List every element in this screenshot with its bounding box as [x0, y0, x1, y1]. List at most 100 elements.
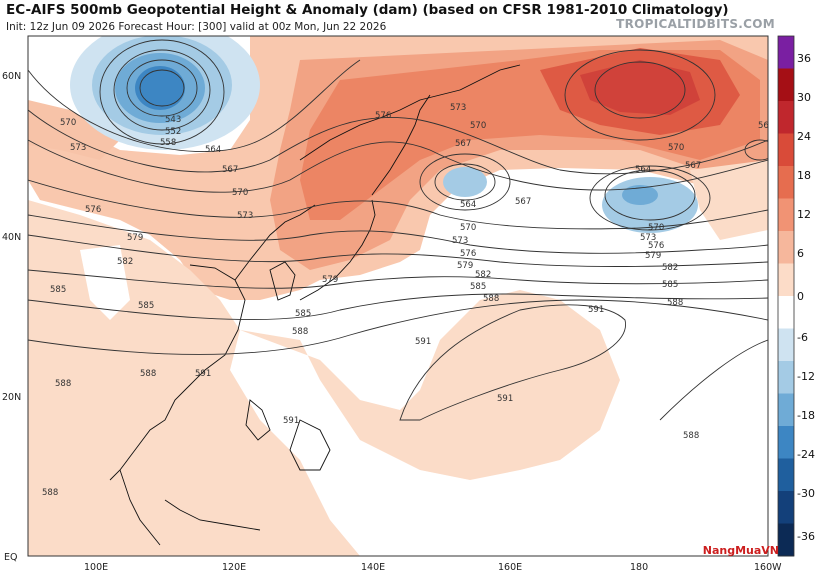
contour-label: 582: [662, 263, 678, 273]
colorbar-block: [778, 101, 794, 134]
contour-label: 564: [635, 165, 651, 175]
colorbar-block: [778, 166, 794, 199]
contour-label: 573: [640, 233, 656, 243]
colorbar-tick: 30: [797, 91, 811, 104]
contour-label: 588: [292, 327, 308, 337]
contour-label: 588: [683, 431, 699, 441]
lat-label-eq: EQ: [4, 552, 17, 563]
lon-label-180: 180: [630, 562, 648, 573]
contour-label: 576: [375, 111, 391, 121]
lon-label-100e: 100E: [84, 562, 108, 573]
contour-label: 567: [515, 197, 531, 207]
map-title: EC-AIFS 500mb Geopotential Height & Anom…: [6, 2, 729, 18]
contour-label: 585: [662, 280, 678, 290]
watermark-logo: NangMuaVN: [702, 544, 779, 557]
longitude-labels: 100E 120E 140E 160E 180 160W: [84, 562, 782, 573]
lon-label-160w: 160W: [754, 562, 782, 573]
contour-label: 591: [415, 337, 431, 347]
colorbar-block: [778, 328, 794, 362]
contour-label: 567: [222, 165, 238, 175]
contour-label: 588: [140, 369, 156, 379]
lat-label-20n: 20N: [2, 392, 21, 403]
contour-label: 570: [60, 118, 76, 128]
colorbar-tick: 36: [797, 52, 811, 65]
contour-label: 591: [588, 305, 604, 315]
contour-label: 585: [470, 282, 486, 292]
contour-label: 570: [232, 188, 248, 198]
colorbar-tick: 24: [797, 130, 811, 143]
contour-label: 570: [460, 223, 476, 233]
contour-label: 591: [497, 394, 513, 404]
colorbar-tick: 0: [797, 290, 804, 303]
map-frame: [27, 35, 769, 557]
colorbar-block: [778, 133, 794, 167]
colorbar-block: [778, 523, 794, 557]
contour-label: 570: [470, 121, 486, 131]
coastlines: [109, 64, 521, 546]
colorbar-frame: [777, 35, 795, 557]
contour-label: 579: [457, 261, 473, 271]
contour-label: 585: [138, 301, 154, 311]
colorbar-block: [778, 198, 794, 232]
contour-label: 576: [460, 249, 476, 259]
contour-label: 576: [648, 241, 664, 251]
colorbar-blocks: [778, 36, 794, 557]
contour-label: 558: [160, 138, 176, 148]
contour-label: 573: [70, 143, 86, 153]
lon-label-160e: 160E: [498, 562, 522, 573]
colorbar-tick: 18: [797, 169, 811, 182]
contour-label: 564: [205, 145, 221, 155]
lat-label-40n: 40N: [2, 232, 21, 243]
colorbar-block: [778, 426, 794, 459]
contour-label: 570: [668, 143, 684, 153]
contour-label: 585: [295, 309, 311, 319]
contour-label: 573: [450, 103, 466, 113]
contour-label: 567: [455, 139, 471, 149]
colorbar-block: [778, 296, 794, 329]
colorbar-block: [778, 458, 794, 492]
contour-label: 591: [195, 369, 211, 379]
contour-label: 579: [127, 233, 143, 243]
contour-label: 582: [475, 270, 491, 280]
colorbar-block: [778, 231, 794, 264]
contour-label: 573: [452, 236, 468, 246]
contour-label: 588: [42, 488, 58, 498]
colorbar-block: [778, 263, 794, 297]
contour-label: 579: [645, 251, 661, 261]
colorbar-tick: -6: [797, 331, 808, 344]
map-subtitle: Init: 12z Jun 09 2026 Forecast Hour: [30…: [6, 21, 387, 33]
contour-label: 579: [322, 275, 338, 285]
contour-label: 552: [165, 127, 181, 137]
contour-label: 564: [460, 200, 476, 210]
lat-label-60n: 60N: [2, 71, 21, 82]
colorbar-block: [778, 491, 794, 524]
negative-anomaly-shading: [70, 36, 698, 320]
contour-label: 570: [648, 223, 664, 233]
contour-label: 588: [483, 294, 499, 304]
site-credit[interactable]: TROPICALTIDBITS.COM: [616, 17, 775, 31]
height-contours: [28, 39, 768, 421]
colorbar-tick: 6: [797, 247, 804, 260]
colorbar-tick: -30: [797, 487, 815, 500]
colorbar: 36 30 24 18 12 6 0 -6 -12 -18 -24 -30 -3…: [777, 35, 815, 557]
contour-label: 591: [283, 416, 299, 426]
lon-label-140e: 140E: [361, 562, 385, 573]
colorbar-tick: -18: [797, 409, 815, 422]
colorbar-block: [778, 36, 794, 69]
contour-label: 573: [237, 211, 253, 221]
contour-label-group: 570 573 552 543 558 564 567 570 573 576 …: [42, 103, 768, 498]
colorbar-block: [778, 393, 794, 427]
contour-label: 582: [117, 257, 133, 267]
colorbar-tick: -24: [797, 448, 815, 461]
contour-label: 588: [55, 379, 71, 389]
contour-label: 585: [50, 285, 66, 295]
colorbar-tick: 12: [797, 208, 811, 221]
contour-label: 576: [85, 205, 101, 215]
contour-label: 567: [685, 161, 701, 171]
colorbar-block: [778, 68, 794, 102]
map-field: 570 573 552 543 558 564 567 570 573 576 …: [28, 36, 768, 556]
colorbar-tick: -12: [797, 370, 815, 383]
colorbar-tick: -36: [797, 530, 815, 543]
lon-label-120e: 120E: [222, 562, 246, 573]
